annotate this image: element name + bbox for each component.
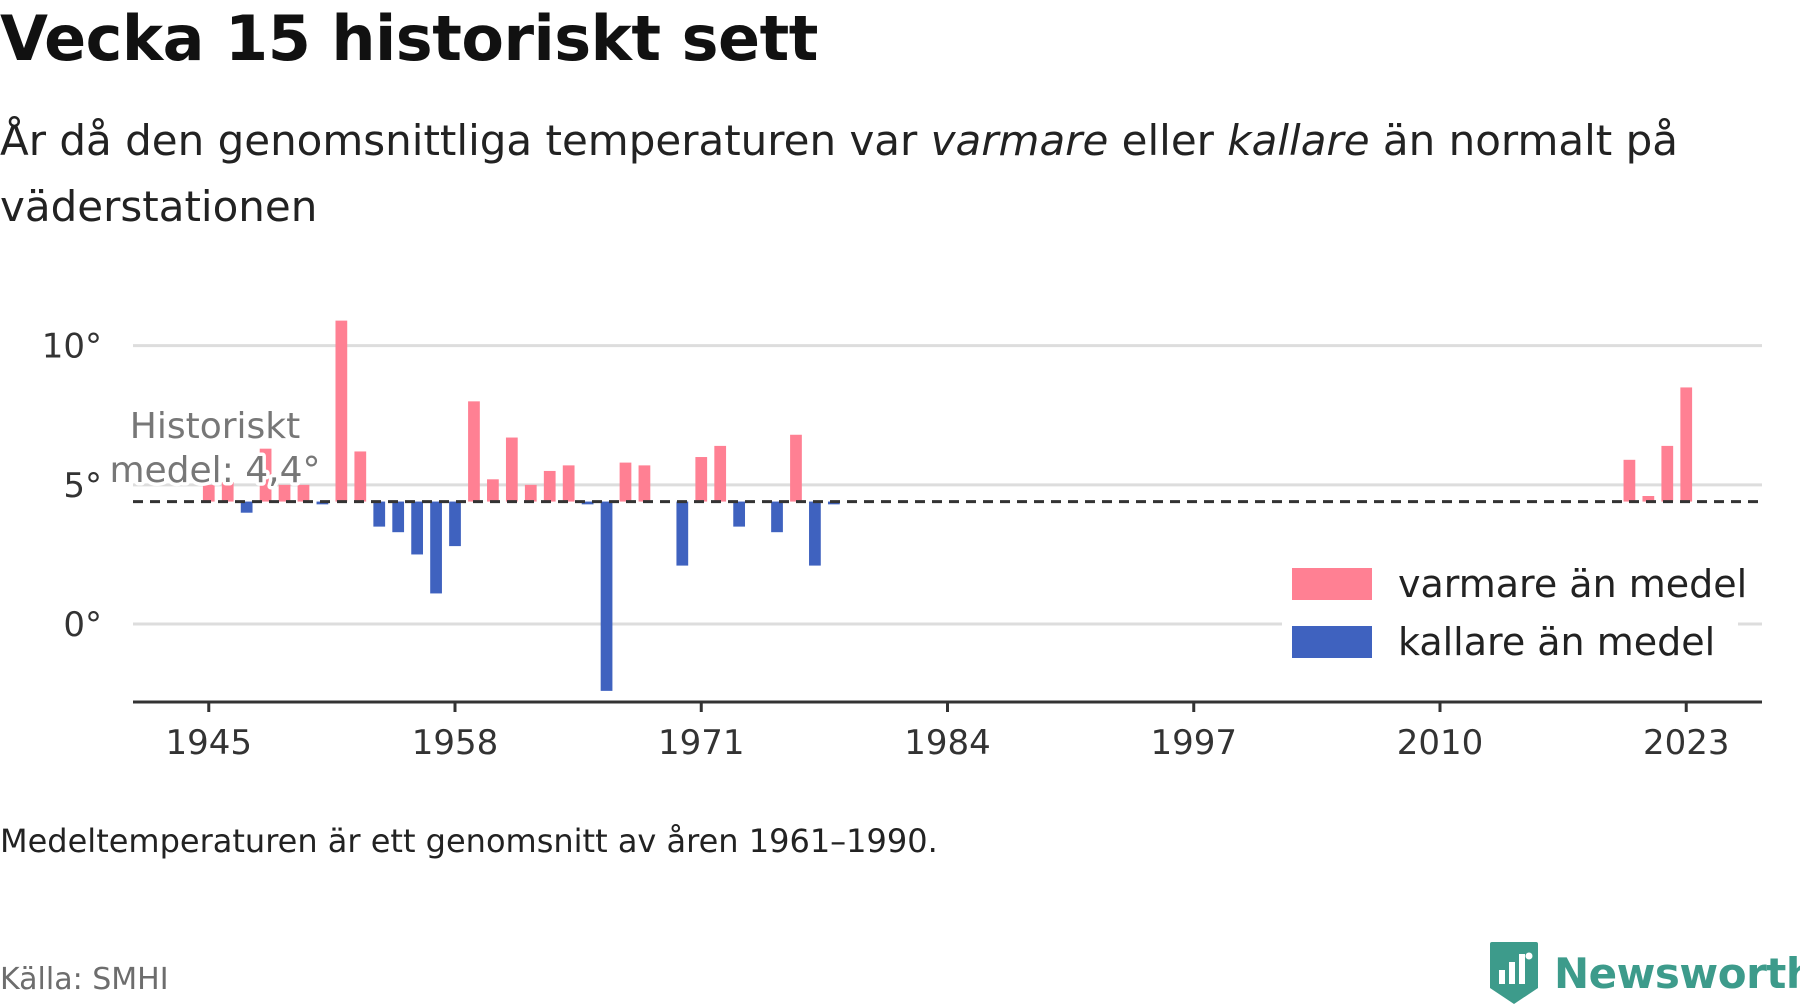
x-tick-label: 1997 (1150, 723, 1237, 763)
subtitle-text: eller (1108, 116, 1228, 165)
y-axis-tick-labels: 0° 5° 10° (42, 327, 102, 645)
bar-warm (221, 482, 234, 502)
bar-warm (1642, 496, 1655, 502)
brand-logo: Newsworthy (1488, 938, 1800, 1008)
bar-cold (600, 501, 613, 691)
bar-warm (354, 451, 367, 502)
legend-swatch-cold (1292, 626, 1372, 658)
source-credit: Källa: SMHI (0, 962, 169, 997)
newsworthy-logo-icon (1490, 942, 1538, 1004)
subtitle-text: än normalt på väderstationen (0, 116, 1678, 231)
bar-warm (562, 465, 575, 502)
x-tick-label: 2010 (1397, 723, 1484, 763)
bar-cold (809, 501, 821, 566)
legend-swatch-warm (1292, 568, 1372, 600)
bar-cold (449, 501, 461, 547)
bar-warm (619, 462, 632, 502)
bar-cold (581, 501, 594, 505)
bar-warm (1680, 387, 1693, 502)
x-tick-label: 1945 (166, 723, 253, 763)
bar-warm (524, 484, 537, 502)
bar-warm (790, 434, 802, 502)
bar-warm (638, 465, 651, 502)
bar-cold (373, 501, 386, 527)
bar-cold (733, 501, 746, 527)
bar-warm (335, 320, 348, 502)
legend-label: kallare än medel (1398, 620, 1715, 664)
chart-subtitle: År då den genomsnittliga temperaturen va… (0, 108, 1760, 240)
bar-warm (202, 484, 215, 502)
bar-warm (278, 484, 291, 502)
x-axis: 1945 1958 1971 1984 1997 2010 2023 (133, 700, 1762, 763)
subtitle-cold-word: kallare (1227, 116, 1370, 165)
bar-warm (543, 470, 556, 502)
legend-label: varmare än medel (1398, 562, 1747, 606)
x-tick-label: 1971 (658, 723, 745, 763)
bar-warm (297, 484, 310, 502)
legend: varmare än medel kallare än medel (1282, 550, 1747, 672)
temperature-bar-chart: 0° 5° 10° 1945 1958 1971 1984 1997 2010 2023 His… (42, 320, 1762, 763)
bar-warm (714, 445, 727, 502)
subtitle-warm-word: varmare (930, 116, 1109, 165)
brand-name: Newsworthy (1554, 948, 1800, 998)
bar-warm (695, 457, 708, 502)
bar-cold (430, 501, 442, 594)
bar-warm (1661, 445, 1674, 502)
x-tick-label: 1958 (412, 723, 499, 763)
bar-cold (411, 501, 423, 555)
historical-mean-label: medel: 4,4° (109, 450, 320, 491)
chart-title: Vecka 15 historiskt sett (0, 2, 818, 75)
bar-cold (676, 501, 689, 566)
historical-mean-label: Historiskt (130, 406, 301, 447)
bar-warm (487, 479, 499, 502)
bar-cold (240, 501, 253, 513)
bar-warm (468, 401, 480, 502)
y-tick-label: 0° (63, 605, 102, 645)
bar-warm (505, 437, 518, 502)
x-tick-label: 2023 (1643, 723, 1730, 763)
bars (202, 320, 1693, 691)
y-tick-label: 5° (63, 466, 102, 506)
bar-cold (771, 501, 783, 533)
x-tick-label: 1984 (904, 723, 991, 763)
y-tick-label: 10° (42, 327, 102, 367)
bar-warm (1623, 459, 1636, 502)
footnote: Medeltemperaturen är ett genomsnitt av å… (0, 822, 938, 860)
bar-warm (259, 448, 272, 502)
bar-cold (392, 501, 405, 533)
subtitle-text: År då den genomsnittliga temperaturen va… (0, 116, 931, 165)
